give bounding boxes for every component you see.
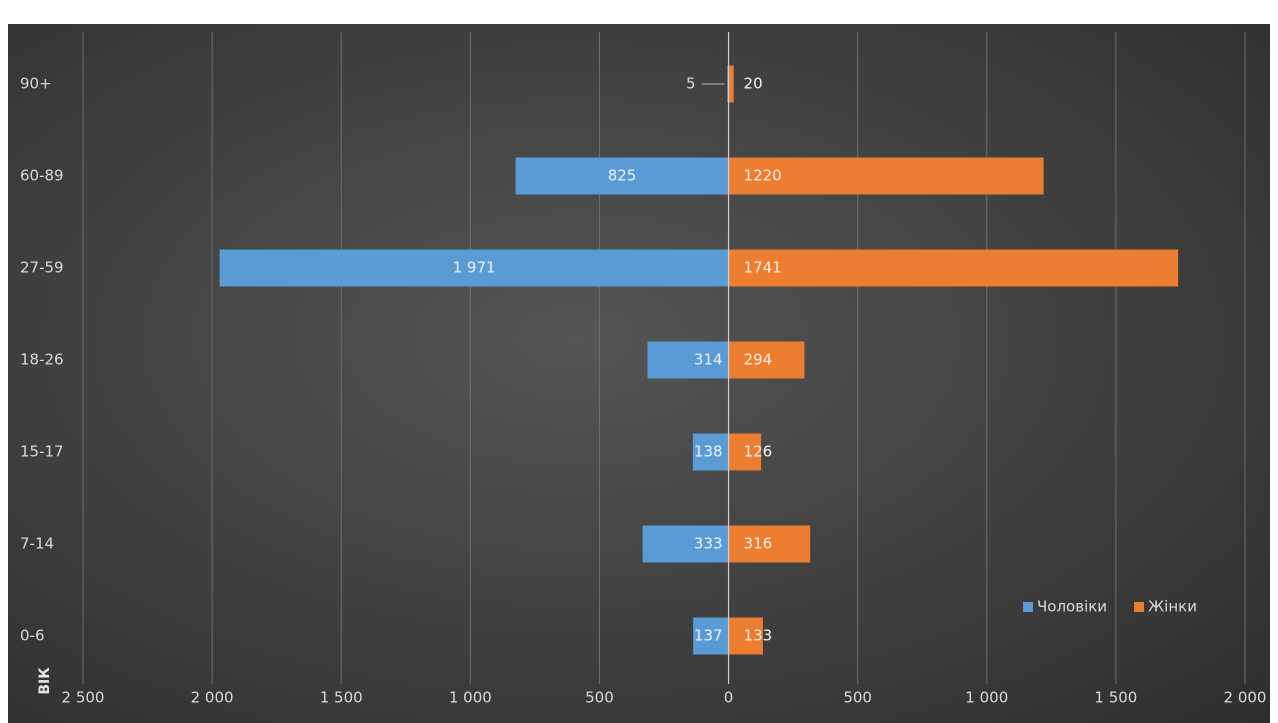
chart-area: 2 500 2 000 1 500 1 000 500 0 500 1 000 1 500 2 0… [8,24,1270,723]
bar-cholovіky [219,249,729,287]
y-tick-label: 15-17 [20,443,64,461]
y-tick-label: 18-26 [20,351,64,369]
data-label-cholovіky: 333 [694,535,723,553]
y-tick-label: 7-14 [20,535,54,553]
x-tick-label: 0 [724,689,734,707]
y-axis-title: ВІК [37,667,53,695]
bar-cholovіky [692,433,729,471]
data-label-zhinky: 1220 [744,167,782,185]
x-tick-label: 500 [585,689,614,707]
bar-cholovіky [727,65,729,103]
data-label-zhinky: 133 [744,627,773,645]
legend-swatch-zhinky [1134,602,1144,612]
data-label-cholovіky: 314 [694,351,723,369]
x-tick-label: 1 000 [965,689,1008,707]
bar-zhinky [728,433,762,471]
bar-zhinky [728,65,734,103]
bar-zhinky [728,157,1044,195]
bar-zhinky [728,617,763,655]
data-label-zhinky: 316 [744,535,773,553]
x-tick-label: 500 [843,689,872,707]
data-label-zhinky: 126 [744,443,773,461]
population-pyramid-chart: 2 500 2 000 1 500 1 000 500 0 500 1 000 1 500 2 0… [20,32,1267,707]
data-label-zhinky: 1741 [744,259,782,277]
y-tick-label: 60-89 [20,167,64,185]
data-label-cholovіky: 825 [608,167,637,185]
legend-swatch-cholovіky [1023,602,1033,612]
x-tick-label: 1 000 [449,689,492,707]
bar-zhinky [728,525,811,563]
legend-label-cholovіky: Чоловіки [1037,598,1107,616]
x-tick-label: 2 500 [62,689,105,707]
bar-zhinky [728,341,805,379]
bar-cholovіky [693,617,729,655]
x-tick-label: 1 500 [320,689,363,707]
data-label-zhinky: 20 [744,75,763,93]
x-tick-label: 2 000 [1224,689,1267,707]
x-tick-label: 2 000 [191,689,234,707]
y-tick-label: 27-59 [20,259,64,277]
bar-zhinky [728,249,1179,287]
data-label-cholovіky: 137 [694,627,723,645]
y-tick-label: 90+ [20,75,52,93]
bar-cholovіky [642,525,729,563]
x-tick-label: 1 500 [1094,689,1137,707]
data-label-zhinky: 294 [744,351,773,369]
data-label-cholovіky: 1 971 [453,259,496,277]
bar-cholovіky [647,341,729,379]
y-tick-label: 0-6 [20,627,45,645]
data-label-cholovіky: 5 [686,75,696,93]
legend-label-zhinky: Жінки [1148,598,1197,616]
data-label-cholovіky: 138 [694,443,723,461]
bar-cholovіky [515,157,729,195]
